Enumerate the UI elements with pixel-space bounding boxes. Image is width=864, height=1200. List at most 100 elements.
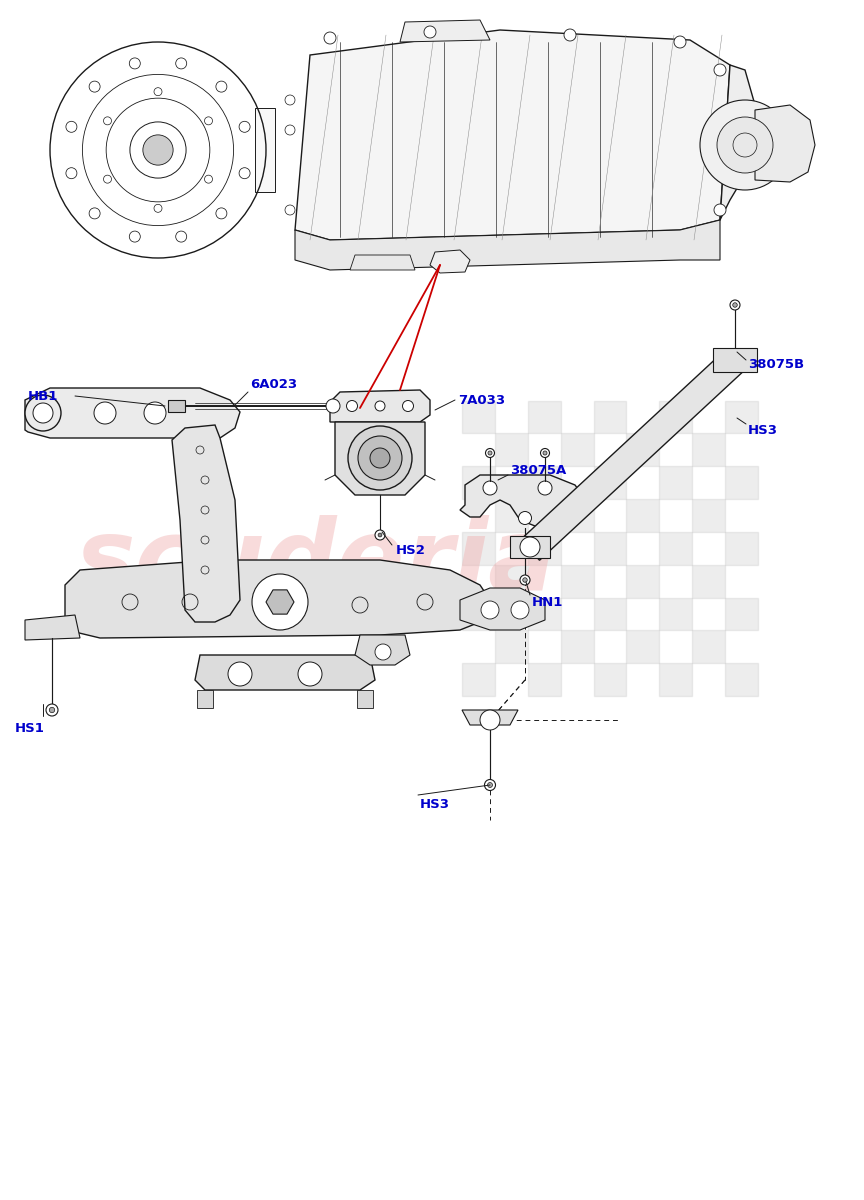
Circle shape xyxy=(239,168,250,179)
Circle shape xyxy=(175,232,187,242)
Circle shape xyxy=(378,533,382,536)
Text: HB1: HB1 xyxy=(28,390,59,402)
Circle shape xyxy=(326,398,340,413)
Text: scuderia: scuderia xyxy=(75,514,556,611)
Circle shape xyxy=(564,29,576,41)
Polygon shape xyxy=(755,104,815,182)
Circle shape xyxy=(144,402,166,424)
Bar xyxy=(626,565,659,598)
Circle shape xyxy=(130,58,140,68)
Circle shape xyxy=(33,403,53,422)
Circle shape xyxy=(518,511,531,524)
Circle shape xyxy=(228,662,252,686)
Text: HN1: HN1 xyxy=(532,595,563,608)
Bar xyxy=(594,466,626,499)
Text: HS2: HS2 xyxy=(396,544,426,557)
Circle shape xyxy=(424,26,436,38)
Bar xyxy=(692,565,725,598)
Bar xyxy=(725,532,758,565)
Circle shape xyxy=(481,601,499,619)
Circle shape xyxy=(523,577,527,582)
Bar xyxy=(725,664,758,696)
Polygon shape xyxy=(195,655,375,690)
Bar xyxy=(725,401,758,433)
Bar xyxy=(462,401,495,433)
Bar xyxy=(561,565,594,598)
Polygon shape xyxy=(330,390,430,422)
Circle shape xyxy=(346,401,358,412)
Circle shape xyxy=(674,36,686,48)
Bar xyxy=(626,630,659,664)
Polygon shape xyxy=(197,690,213,708)
Polygon shape xyxy=(462,710,518,725)
Circle shape xyxy=(520,538,540,557)
Circle shape xyxy=(488,451,492,455)
Text: HS1: HS1 xyxy=(15,721,45,734)
Circle shape xyxy=(511,601,529,619)
Polygon shape xyxy=(460,475,590,528)
Polygon shape xyxy=(430,250,470,272)
Bar xyxy=(462,532,495,565)
Circle shape xyxy=(175,58,187,68)
Polygon shape xyxy=(335,422,425,494)
Bar xyxy=(561,630,594,664)
Polygon shape xyxy=(350,254,415,270)
Bar xyxy=(594,401,626,433)
Circle shape xyxy=(543,451,547,455)
Circle shape xyxy=(483,481,497,494)
Circle shape xyxy=(66,121,77,132)
Circle shape xyxy=(375,401,385,410)
Circle shape xyxy=(324,32,336,44)
Polygon shape xyxy=(172,425,240,622)
Bar xyxy=(659,466,692,499)
Polygon shape xyxy=(266,590,294,614)
Circle shape xyxy=(358,436,402,480)
Polygon shape xyxy=(295,30,730,240)
Bar xyxy=(594,598,626,630)
Circle shape xyxy=(485,780,495,791)
Text: HS3: HS3 xyxy=(420,798,450,810)
Bar xyxy=(495,630,528,664)
Circle shape xyxy=(487,782,492,787)
Text: 38075A: 38075A xyxy=(510,463,566,476)
Bar xyxy=(495,433,528,466)
Bar xyxy=(561,433,594,466)
Circle shape xyxy=(239,121,250,132)
Circle shape xyxy=(348,426,412,490)
Polygon shape xyxy=(65,560,490,638)
Circle shape xyxy=(370,448,390,468)
Bar xyxy=(594,664,626,696)
Bar xyxy=(528,466,561,499)
Circle shape xyxy=(46,704,58,716)
Text: HS3: HS3 xyxy=(748,424,778,437)
Bar xyxy=(495,565,528,598)
Bar xyxy=(528,401,561,433)
Bar xyxy=(462,664,495,696)
Circle shape xyxy=(717,116,773,173)
Circle shape xyxy=(49,707,54,713)
Bar xyxy=(692,499,725,532)
Circle shape xyxy=(714,204,726,216)
Bar xyxy=(659,598,692,630)
Circle shape xyxy=(403,401,414,412)
Bar xyxy=(626,499,659,532)
Bar xyxy=(561,499,594,532)
Circle shape xyxy=(216,82,227,92)
Bar xyxy=(659,401,692,433)
Circle shape xyxy=(733,302,737,307)
Polygon shape xyxy=(255,108,276,192)
Polygon shape xyxy=(25,614,80,640)
Circle shape xyxy=(730,300,740,310)
Circle shape xyxy=(298,662,322,686)
Circle shape xyxy=(252,574,308,630)
Bar xyxy=(692,433,725,466)
Polygon shape xyxy=(400,20,490,42)
Bar xyxy=(725,598,758,630)
Circle shape xyxy=(486,449,494,457)
Circle shape xyxy=(541,449,550,457)
Polygon shape xyxy=(168,400,185,412)
Circle shape xyxy=(375,530,385,540)
Polygon shape xyxy=(720,65,760,220)
Circle shape xyxy=(130,232,140,242)
Text: 38075B: 38075B xyxy=(748,359,804,372)
